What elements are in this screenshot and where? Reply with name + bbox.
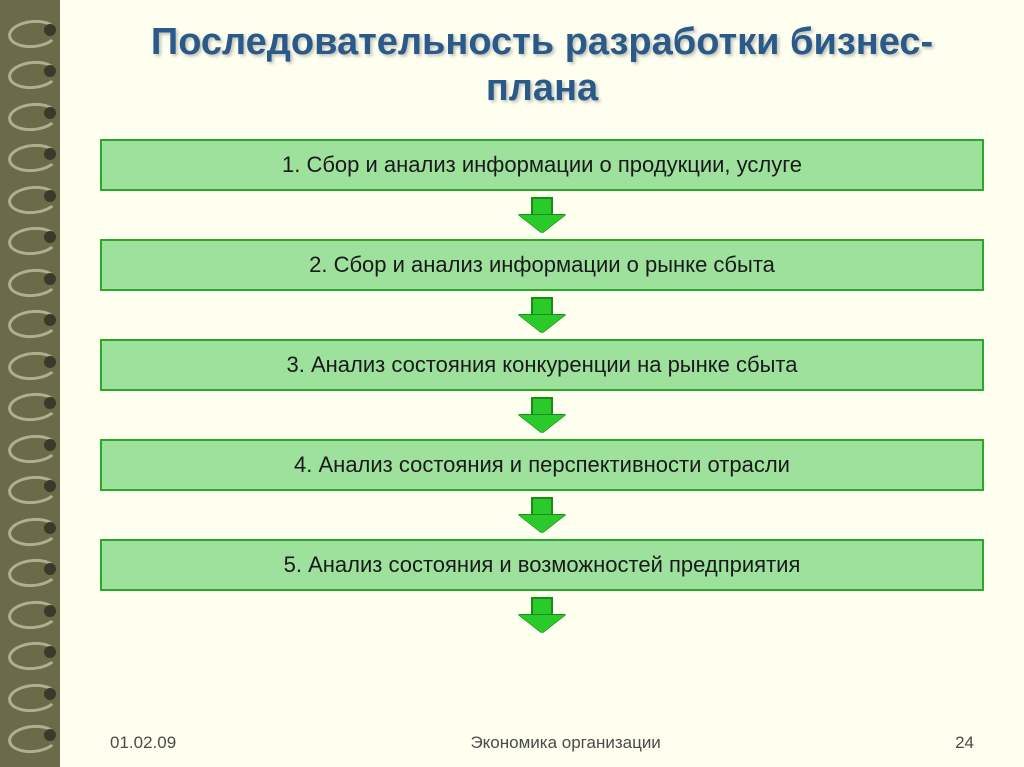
flow-arrow-icon [519,397,565,433]
flowchart: 1. Сбор и анализ информации о продукции,… [100,139,984,733]
flow-step: 1. Сбор и анализ информации о продукции,… [100,139,984,191]
flow-arrow-icon [519,497,565,533]
flow-arrow-icon [519,197,565,233]
binding-ring [0,184,60,210]
footer-date: 01.02.09 [110,733,176,753]
flow-arrow-icon [519,597,565,633]
binding-ring [0,557,60,583]
spiral-binding [0,0,60,767]
footer: 01.02.09 Экономика организации 24 [100,733,984,757]
flow-step: 2. Сбор и анализ информации о рынке сбыт… [100,239,984,291]
binding-ring [0,682,60,708]
binding-ring [0,101,60,127]
footer-page: 24 [955,733,974,753]
binding-ring [0,391,60,417]
binding-ring [0,18,60,44]
footer-subject: Экономика организации [470,733,660,753]
binding-ring [0,142,60,168]
binding-ring [0,59,60,85]
binding-ring [0,225,60,251]
binding-ring [0,516,60,542]
binding-ring [0,640,60,666]
flow-arrow-icon [519,297,565,333]
flow-step: 3. Анализ состояния конкуренции на рынке… [100,339,984,391]
binding-ring [0,474,60,500]
page-title: Последовательность разработки бизнес-пла… [100,20,984,111]
flow-step: 5. Анализ состояния и возможностей предп… [100,539,984,591]
binding-ring [0,350,60,376]
slide-content: Последовательность разработки бизнес-пла… [60,0,1024,767]
binding-ring [0,723,60,749]
binding-ring [0,308,60,334]
binding-ring [0,433,60,459]
binding-ring [0,267,60,293]
binding-ring [0,599,60,625]
flow-step: 4. Анализ состояния и перспективности от… [100,439,984,491]
